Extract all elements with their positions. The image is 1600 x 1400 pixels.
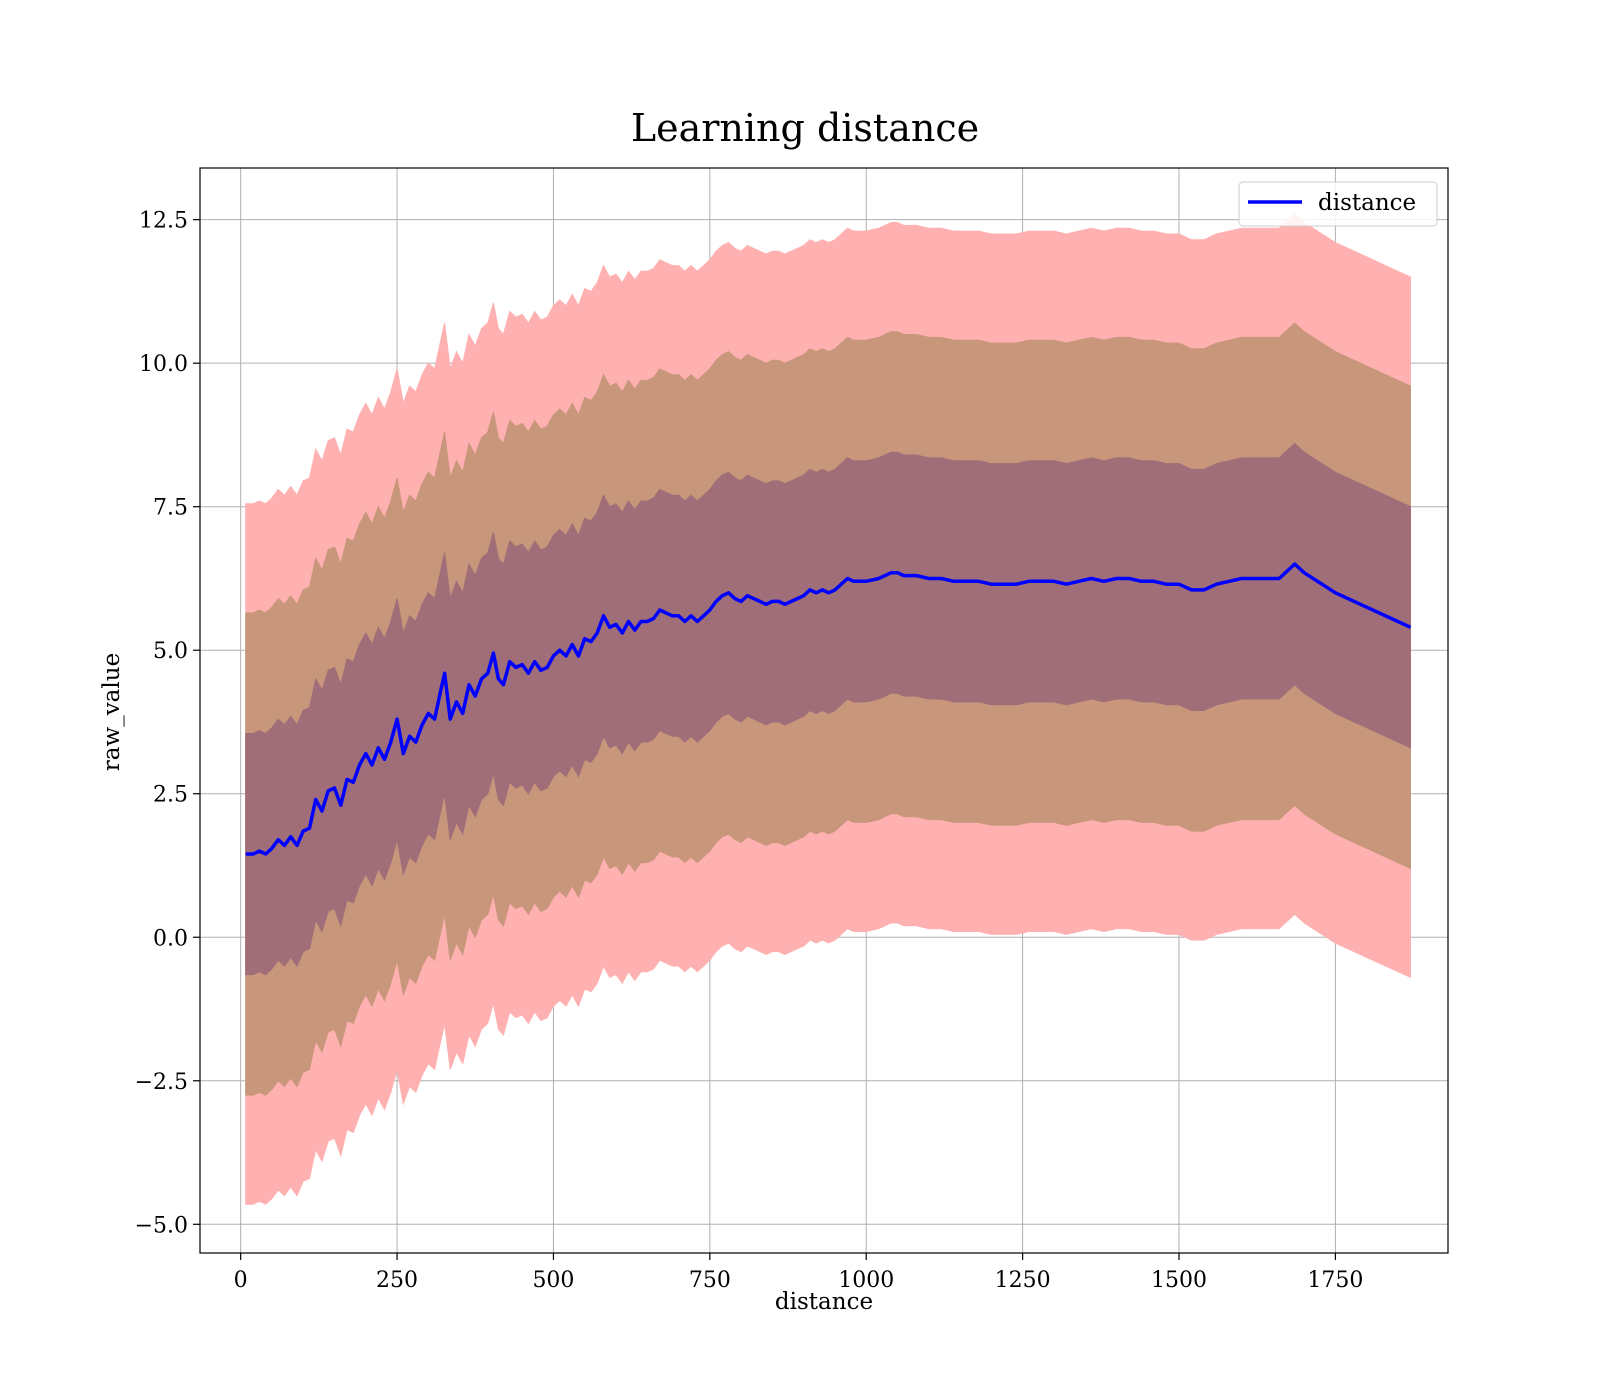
x-tick-label: 1250 [995, 1268, 1051, 1293]
x-tick-label: 1500 [1151, 1268, 1207, 1293]
x-tick-label: 1000 [838, 1268, 894, 1293]
x-axis-label: distance [775, 1289, 873, 1315]
confidence-bands [245, 213, 1411, 1205]
plot-frame [199, 167, 1449, 1254]
y-axis-label: raw_value [99, 653, 125, 771]
legend: distance [1238, 181, 1438, 227]
x-tick-label: 0 [234, 1268, 248, 1293]
chart-title: Learning distance [631, 106, 979, 150]
y-tick-label: −2.5 [135, 1070, 188, 1095]
legend-label-distance: distance [1318, 190, 1416, 216]
confidence-band-1 [245, 442, 1411, 976]
legend-box [1238, 181, 1438, 227]
y-tick-label: 5.0 [153, 639, 188, 664]
y-tick-label: 7.5 [153, 496, 188, 521]
x-tick-label: 500 [532, 1268, 574, 1293]
series-lines [245, 562, 1412, 856]
series-line-distance [245, 562, 1412, 856]
x-tick-label: 250 [376, 1268, 418, 1293]
x-tick-label: 750 [689, 1268, 731, 1293]
y-tick-label: 12.5 [139, 209, 188, 234]
x-tick-label: 1750 [1307, 1268, 1363, 1293]
x-axis-ticks: 0 250 500 750 1000 1250 1500 1750 [234, 1253, 1363, 1293]
y-tick-label: 0.0 [153, 926, 188, 951]
y-tick-label: 2.5 [153, 783, 188, 808]
y-tick-label: 10.0 [139, 352, 188, 377]
y-tick-label: −5.0 [135, 1213, 188, 1238]
y-axis-ticks: −5.0 −2.5 0.0 2.5 5.0 7.5 10.0 12.5 [135, 209, 200, 1238]
